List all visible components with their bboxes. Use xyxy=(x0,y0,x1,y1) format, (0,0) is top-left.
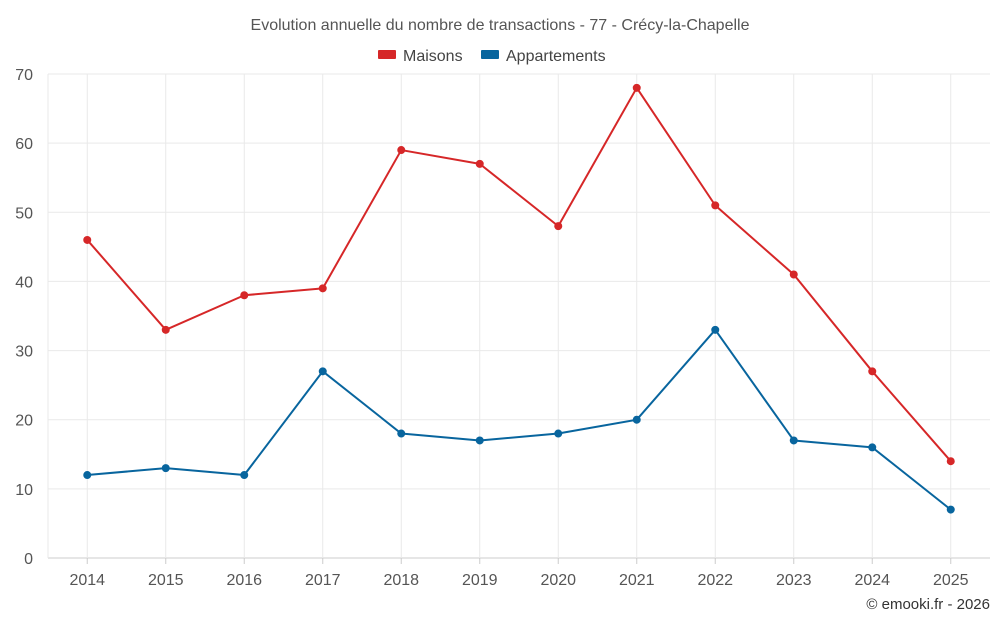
data-point-appartements[interactable] xyxy=(946,505,955,514)
x-tick-label: 2017 xyxy=(305,572,341,589)
data-point-appartements[interactable] xyxy=(554,429,563,438)
data-point-appartements[interactable] xyxy=(711,325,720,334)
data-point-maisons[interactable] xyxy=(554,222,563,231)
legend-label-appartements[interactable]: Appartements xyxy=(506,48,606,65)
x-tick-label: 2022 xyxy=(697,572,733,589)
data-point-maisons[interactable] xyxy=(318,284,327,293)
legend-swatch-maisons xyxy=(378,50,396,59)
data-point-appartements[interactable] xyxy=(318,367,327,376)
y-axis: 0 10 20 30 40 50 60 70 xyxy=(15,67,33,568)
series-line-appartements xyxy=(87,328,952,511)
series-group xyxy=(83,83,955,514)
data-point-appartements[interactable] xyxy=(83,471,92,480)
x-tick-label: 2024 xyxy=(854,572,890,589)
legend-swatch-appartements xyxy=(481,50,499,59)
legend-label-maisons[interactable]: Maisons xyxy=(403,48,463,65)
series-line-maisons xyxy=(86,86,952,462)
y-tick-label: 40 xyxy=(15,274,33,291)
data-point-appartements[interactable] xyxy=(868,443,877,452)
y-tick-label: 50 xyxy=(15,205,33,222)
y-tick-label: 70 xyxy=(15,67,33,84)
data-point-maisons[interactable] xyxy=(868,367,877,376)
y-tick-label: 60 xyxy=(15,136,33,153)
x-tick-label: 2025 xyxy=(933,572,969,589)
x-tick-label: 2018 xyxy=(383,572,419,589)
data-point-maisons[interactable] xyxy=(240,291,249,300)
data-point-appartements[interactable] xyxy=(632,415,641,424)
y-tick-label: 0 xyxy=(24,551,33,568)
x-tick-label: 2016 xyxy=(226,572,262,589)
data-point-appartements[interactable] xyxy=(240,471,249,480)
data-point-maisons[interactable] xyxy=(83,235,92,244)
data-point-maisons[interactable] xyxy=(711,201,720,210)
x-axis: 2014 2015 2016 2017 2018 2019 2020 2021 2022 2023… xyxy=(69,572,968,589)
x-tick-label: 2014 xyxy=(69,572,105,589)
x-tick-label: 2015 xyxy=(148,572,184,589)
chart-title: Evolution annuelle du nombre de transact… xyxy=(251,17,750,34)
x-tick-label: 2023 xyxy=(776,572,812,589)
data-point-maisons[interactable] xyxy=(161,325,170,334)
y-tick-label: 20 xyxy=(15,413,33,430)
x-tick-label: 2019 xyxy=(462,572,498,589)
data-point-maisons[interactable] xyxy=(475,159,484,168)
x-tick-label: 2020 xyxy=(540,572,576,589)
data-point-maisons[interactable] xyxy=(397,146,406,155)
y-tick-label: 10 xyxy=(15,482,33,499)
data-point-appartements[interactable] xyxy=(789,436,798,445)
data-point-appartements[interactable] xyxy=(161,464,170,473)
credit-text: © emooki.fr - 2026 xyxy=(866,596,990,613)
y-tick-label: 30 xyxy=(15,344,33,361)
data-point-maisons[interactable] xyxy=(789,270,798,279)
data-point-appartements[interactable] xyxy=(475,436,484,445)
legend: Maisons Appartements xyxy=(378,48,606,65)
data-point-appartements[interactable] xyxy=(397,429,406,438)
data-point-maisons[interactable] xyxy=(946,457,955,466)
data-point-maisons[interactable] xyxy=(632,83,641,92)
x-tick-label: 2021 xyxy=(619,572,655,589)
